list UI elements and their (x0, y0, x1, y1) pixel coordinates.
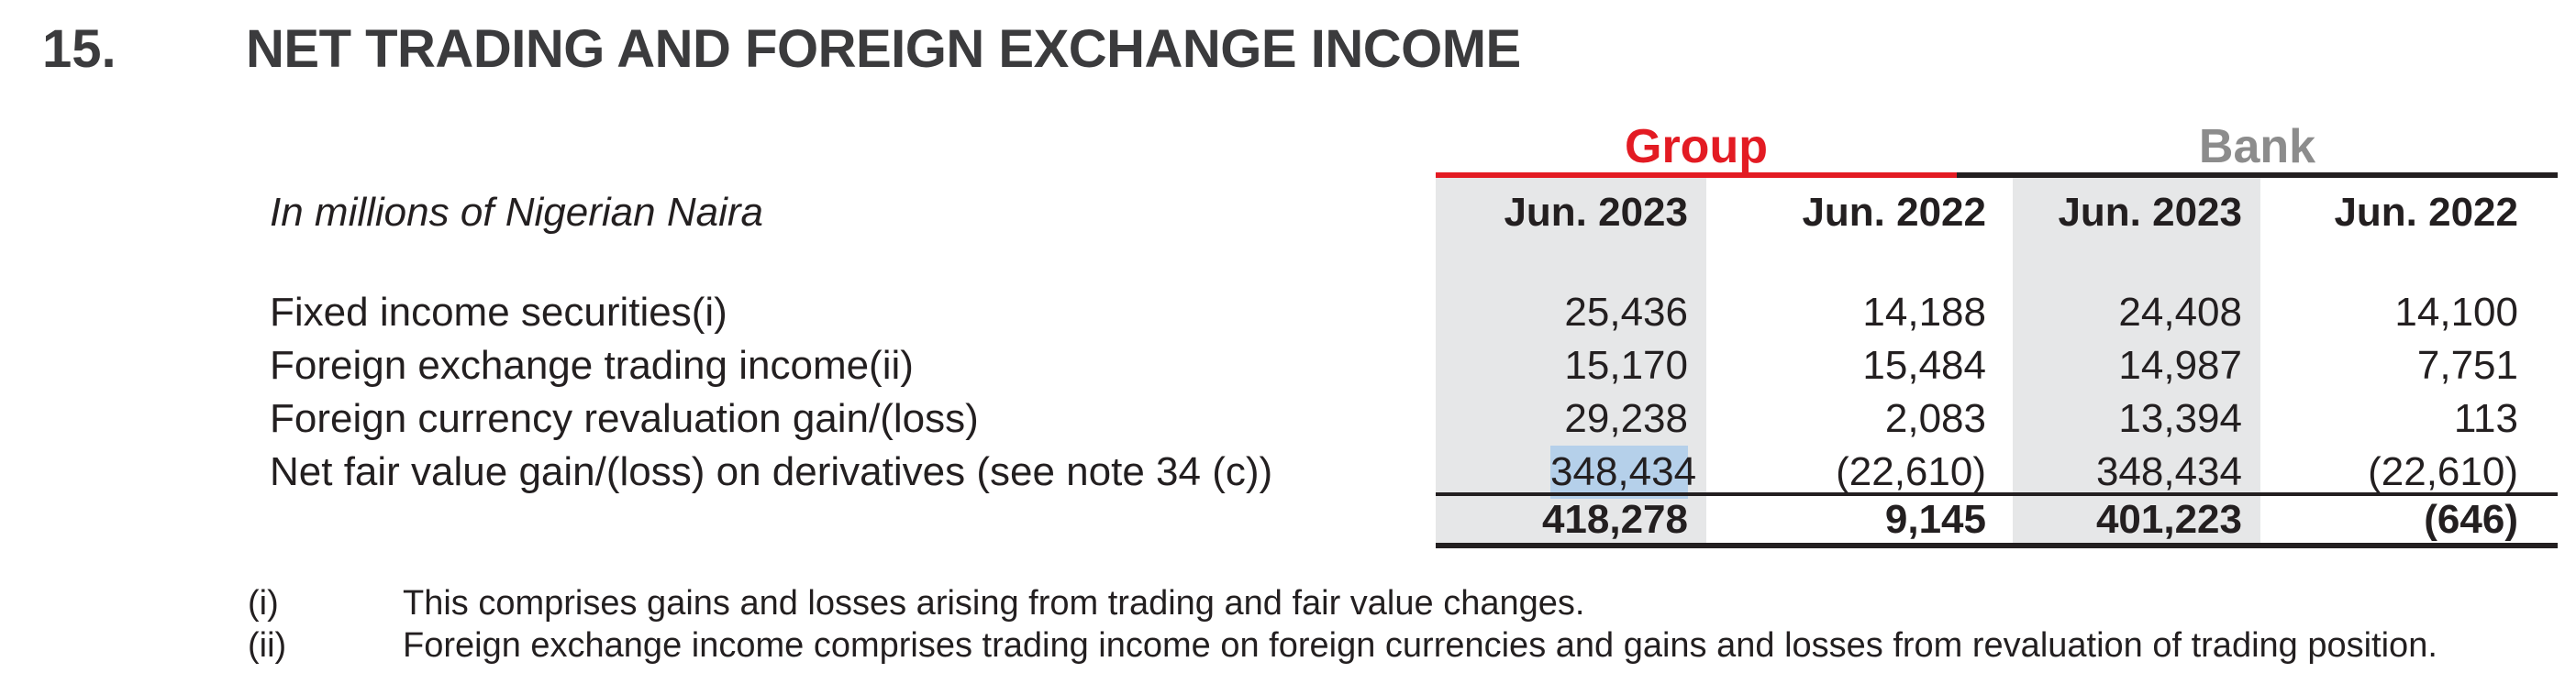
subtotal-rule (1436, 492, 2558, 496)
row-label-fx-trading-income: Foreign exchange trading income(ii) (270, 343, 914, 388)
footnote-text: This comprises gains and losses arising … (403, 584, 1585, 623)
section-title: NET TRADING AND FOREIGN EXCHANGE INCOME (246, 19, 1521, 79)
bank-2023-column-shade (2013, 178, 2260, 543)
total-rule (1436, 543, 2558, 548)
table-cell: 14,188 (1862, 290, 1986, 335)
total-cell: 9,145 (1884, 497, 1986, 542)
table-cell: 15,170 (1564, 343, 1688, 388)
group-header-rule (1436, 172, 1957, 178)
total-cell: 401,223 (2095, 497, 2242, 542)
column-header-group-jun-2022: Jun. 2022 (1802, 190, 1986, 235)
table-cell: 13,394 (2118, 396, 2242, 441)
column-header-bank-jun-2023: Jun. 2023 (2058, 190, 2242, 235)
footnote-mark: (i) (248, 584, 279, 623)
table-cell: (22,610) (1836, 449, 1986, 494)
table-cell: 24,408 (2118, 290, 2242, 335)
row-label-fx-revaluation: Foreign currency revaluation gain/(loss) (270, 396, 979, 441)
group-header: Group (1625, 120, 1768, 173)
units-label: In millions of Nigerian Naira (270, 190, 763, 235)
footnote-mark: (ii) (248, 626, 287, 665)
table-cell: 2,083 (1884, 396, 1986, 441)
bank-header: Bank (2198, 120, 2316, 173)
table-cell: 14,100 (2394, 290, 2518, 335)
table-cell: 113 (2453, 396, 2518, 441)
total-cell: 418,278 (1541, 497, 1688, 542)
table-cell: 25,436 (1564, 290, 1688, 335)
column-header-bank-jun-2022: Jun. 2022 (2334, 190, 2518, 235)
row-label-fixed-income: Fixed income securities(i) (270, 290, 727, 335)
table-cell: 29,238 (1564, 396, 1688, 441)
section-number: 15. (42, 19, 117, 79)
footnote-text: Foreign exchange income comprises tradin… (403, 626, 2437, 665)
row-label-derivatives: Net fair value gain/(loss) on derivative… (270, 449, 1273, 494)
bank-header-rule (1957, 172, 2558, 178)
table-cell: 348,434 (2095, 449, 2242, 494)
total-cell: (646) (2424, 497, 2518, 542)
table-cell: 7,751 (2416, 343, 2518, 388)
column-header-group-jun-2023: Jun. 2023 (1504, 190, 1688, 235)
selected-table-cell[interactable]: 348,434 (1550, 446, 1696, 499)
table-cell: (22,610) (2368, 449, 2518, 494)
table-cell: 14,987 (2118, 343, 2242, 388)
table-cell: 15,484 (1862, 343, 1986, 388)
